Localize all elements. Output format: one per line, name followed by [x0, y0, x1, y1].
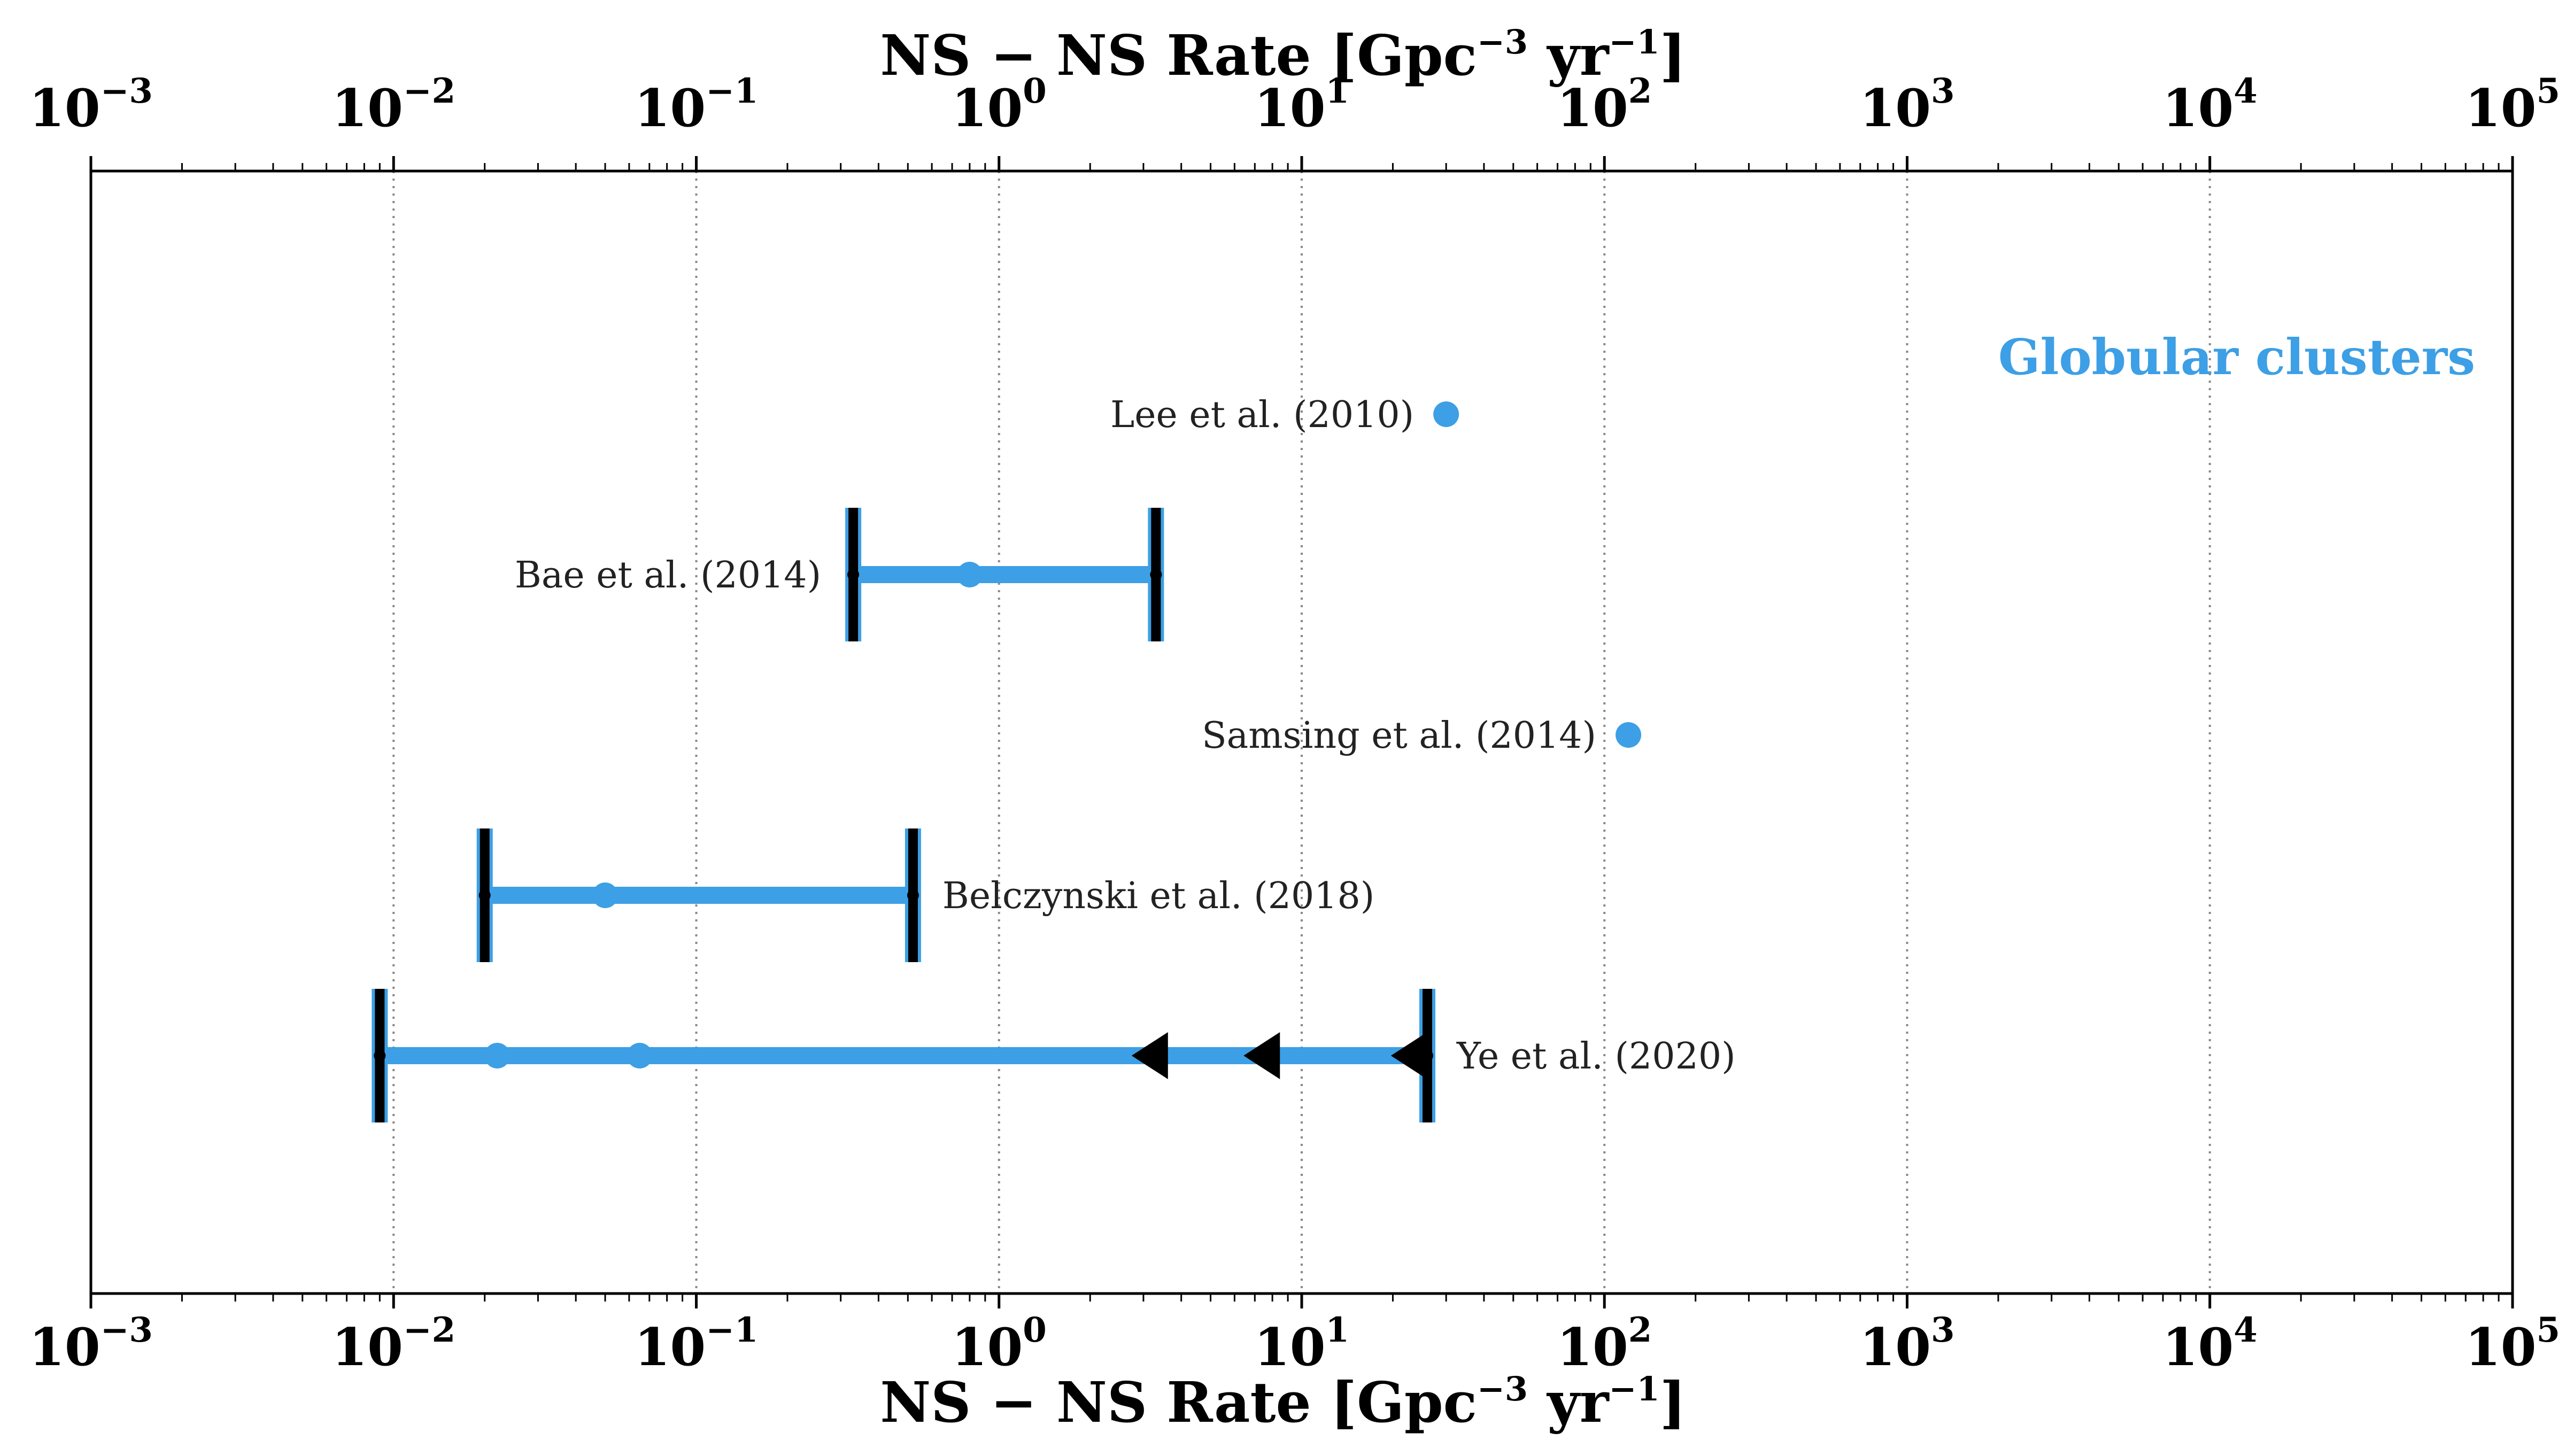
bottom-axis-label: NS − NS Rate [Gpc−3 yr−1]	[880, 1369, 1686, 1435]
upper-limit-arrow	[1243, 1032, 1280, 1079]
range-end-dot	[479, 889, 491, 901]
range-end-dot	[907, 889, 919, 901]
tick-label-bottom: 105	[2465, 1310, 2560, 1377]
range-end-dot	[847, 569, 859, 580]
tick-label-top: 10−3	[29, 71, 153, 138]
study-label: Bae et al. (2014)	[515, 554, 821, 597]
tick-label-top: 103	[1859, 71, 1954, 138]
data-point	[592, 882, 618, 908]
tick-label-top: 104	[2162, 71, 2258, 138]
tick-label-bottom: 10−1	[635, 1310, 759, 1377]
study-label: Lee et al. (2010)	[1110, 394, 1414, 436]
tick-label-top: 100	[952, 71, 1047, 138]
range-end-dot	[374, 1050, 385, 1062]
tick-label-bottom: 103	[1859, 1310, 1954, 1377]
tick-label-top: 10−1	[635, 71, 759, 138]
tick-label-top: 10−2	[331, 71, 455, 138]
tick-label-bottom: 104	[2162, 1310, 2258, 1377]
data-point	[1616, 722, 1641, 748]
tick-label-bottom: 100	[952, 1310, 1047, 1377]
tick-label-bottom: 10−3	[29, 1310, 153, 1377]
panel-title: Globular clusters	[1998, 328, 2475, 386]
range-end-dot	[1150, 569, 1162, 580]
data-point	[957, 562, 983, 587]
tick-label-bottom: 101	[1254, 1310, 1349, 1377]
data-point	[1433, 401, 1459, 427]
tick-label-bottom: 102	[1557, 1310, 1652, 1377]
tick-label-top: 101	[1254, 71, 1349, 138]
data-point	[484, 1043, 510, 1068]
data-marks: Lee et al. (2010) Bae et al. (2014) Samsin…	[372, 394, 1735, 1122]
study-label: Samsing et al. (2014)	[1202, 715, 1596, 757]
study-label: Belczynski et al. (2018)	[942, 875, 1374, 917]
tick-label-top: 105	[2465, 71, 2560, 138]
study-label: Ye et al. (2020)	[1456, 1035, 1736, 1078]
tick-label-bottom: 10−2	[331, 1310, 455, 1377]
upper-limit-arrow	[1132, 1032, 1168, 1079]
data-point	[627, 1043, 653, 1068]
tick-label-top: 102	[1557, 71, 1652, 138]
upper-limit-arrow	[1391, 1032, 1427, 1079]
